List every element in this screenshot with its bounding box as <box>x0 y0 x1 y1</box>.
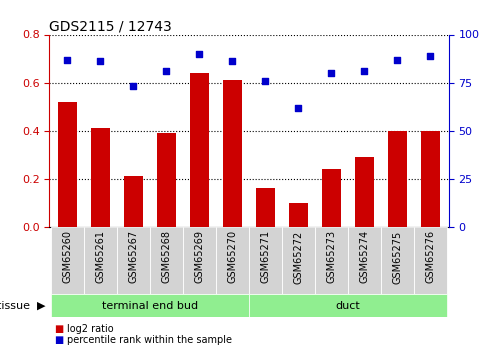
Bar <box>91 128 110 227</box>
Bar <box>150 227 183 294</box>
Text: GSM65276: GSM65276 <box>425 230 435 284</box>
Bar <box>216 227 249 294</box>
Bar <box>288 203 308 227</box>
Text: log2 ratio: log2 ratio <box>67 325 113 334</box>
Point <box>393 57 401 62</box>
Bar <box>190 73 210 227</box>
Text: ■: ■ <box>54 335 64 345</box>
Bar <box>414 227 447 294</box>
Text: ■: ■ <box>54 325 64 334</box>
Text: GSM65268: GSM65268 <box>162 230 172 283</box>
Bar <box>421 131 440 227</box>
Bar <box>51 227 84 294</box>
Point <box>64 57 71 62</box>
Text: GSM65269: GSM65269 <box>194 230 205 283</box>
Point <box>327 70 335 76</box>
Bar <box>381 227 414 294</box>
Point <box>130 84 138 89</box>
Text: GSM65274: GSM65274 <box>359 230 369 284</box>
Text: GSM65270: GSM65270 <box>227 230 238 284</box>
Bar <box>157 133 176 227</box>
Bar <box>124 176 143 227</box>
Text: GSM65273: GSM65273 <box>326 230 336 284</box>
Text: GSM65275: GSM65275 <box>392 230 402 284</box>
Point <box>261 78 269 83</box>
Point <box>426 53 434 58</box>
Bar <box>282 227 315 294</box>
Bar <box>315 227 348 294</box>
Point <box>97 59 105 64</box>
Bar <box>58 102 77 227</box>
Bar <box>249 294 447 317</box>
Bar <box>387 131 407 227</box>
Point <box>196 51 204 57</box>
Point <box>294 105 302 110</box>
Text: duct: duct <box>336 301 360 311</box>
Point <box>229 59 237 64</box>
Point <box>360 68 368 74</box>
Bar <box>249 227 282 294</box>
Text: GSM65272: GSM65272 <box>293 230 304 284</box>
Text: tissue  ▶: tissue ▶ <box>0 301 46 311</box>
Bar <box>222 80 243 227</box>
Text: GSM65271: GSM65271 <box>260 230 271 284</box>
Bar <box>183 227 216 294</box>
Text: terminal end bud: terminal end bud <box>102 301 198 311</box>
Bar <box>117 227 150 294</box>
Bar <box>348 227 381 294</box>
Bar <box>51 294 249 317</box>
Text: percentile rank within the sample: percentile rank within the sample <box>67 335 232 345</box>
Text: GSM65261: GSM65261 <box>96 230 106 283</box>
Bar <box>321 169 341 227</box>
Bar <box>84 227 117 294</box>
Bar <box>255 188 276 227</box>
Text: GSM65267: GSM65267 <box>129 230 139 284</box>
Text: GDS2115 / 12743: GDS2115 / 12743 <box>49 19 172 33</box>
Point <box>163 68 171 74</box>
Bar <box>354 157 374 227</box>
Text: GSM65260: GSM65260 <box>63 230 72 283</box>
